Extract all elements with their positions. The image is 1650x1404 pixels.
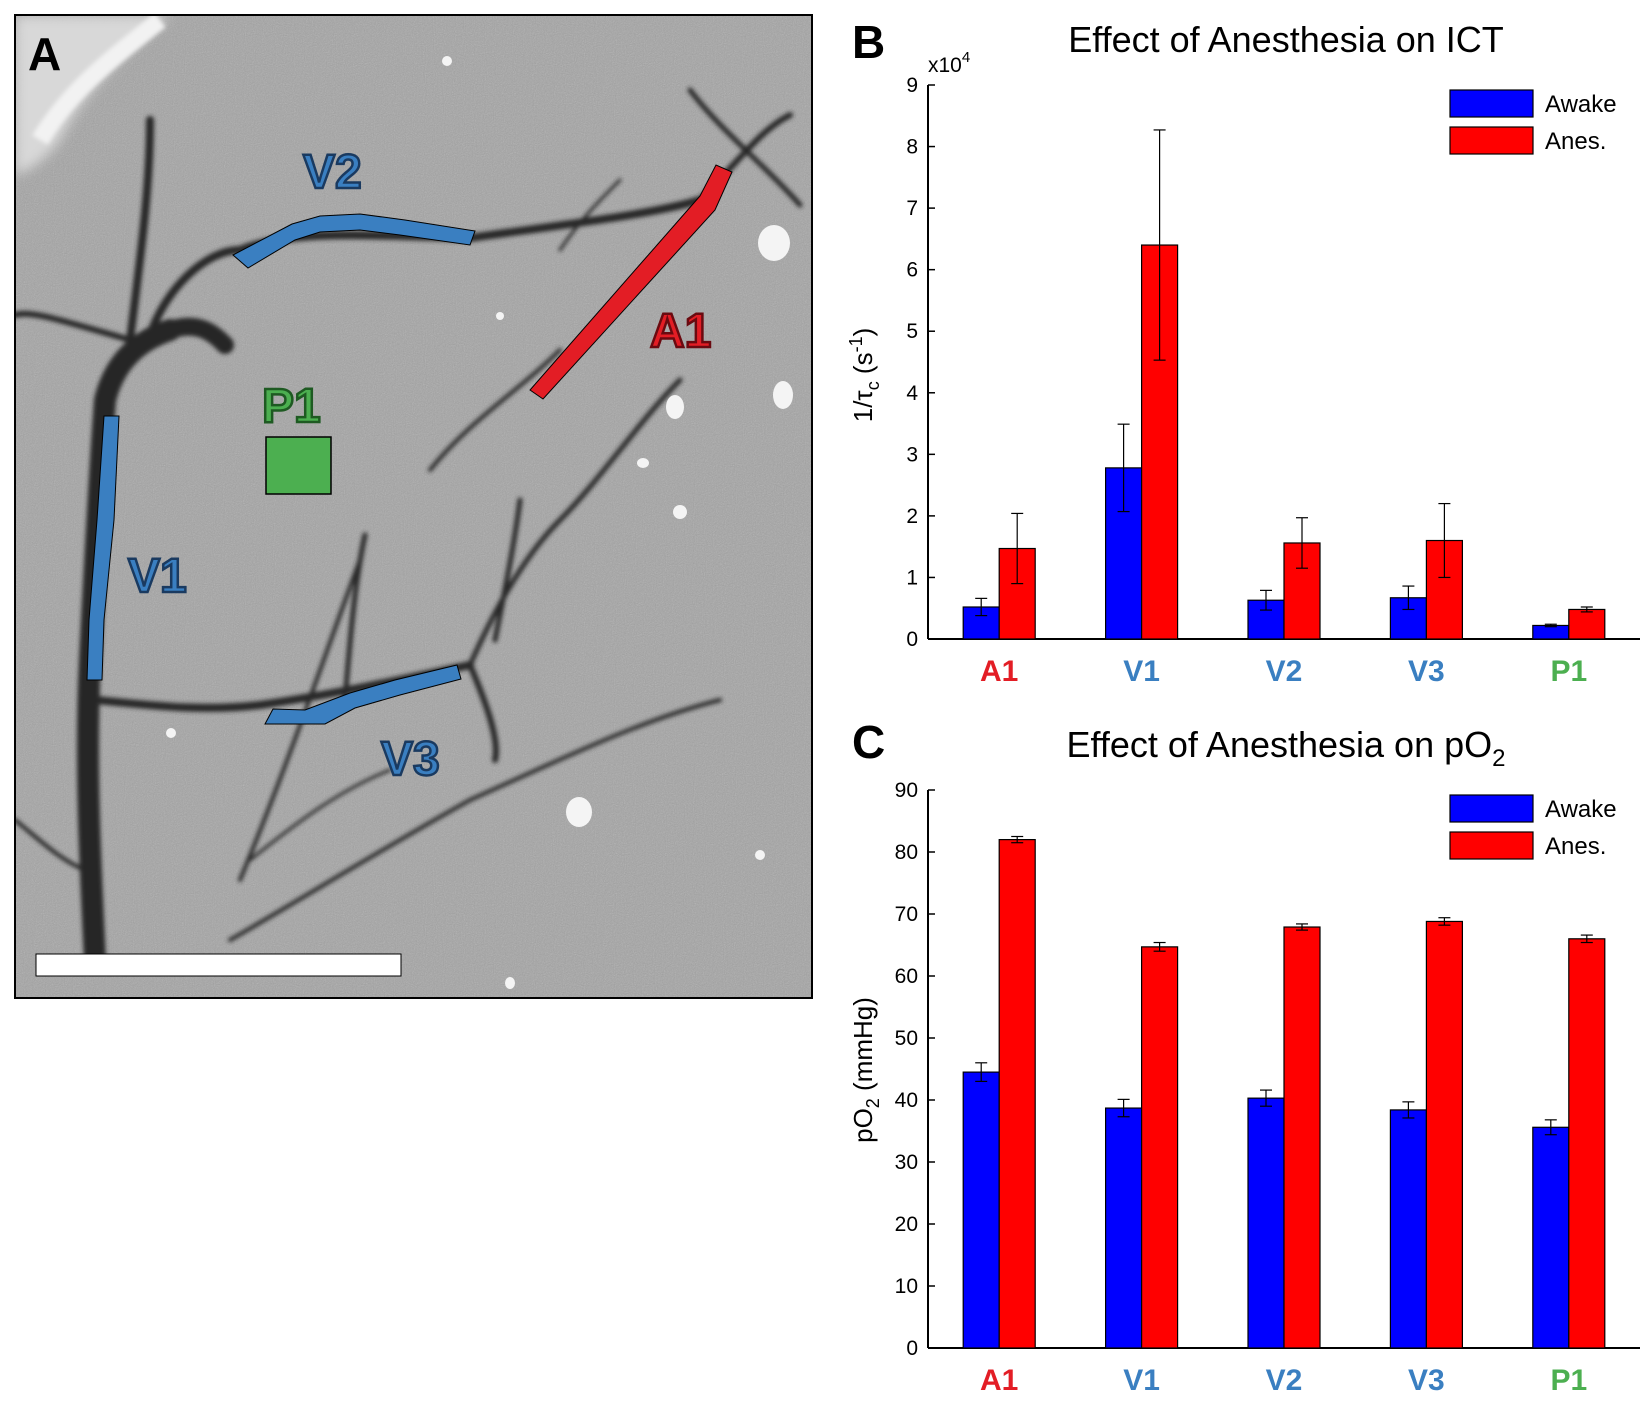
chart-c-ytick-label: 60	[895, 965, 918, 988]
chart-c-category-label: P1	[1550, 1364, 1587, 1397]
chart-b-ytick-label: 8	[906, 136, 918, 159]
chart-b-legend-label-anes: Anes.	[1545, 128, 1606, 155]
roi-v1-shape	[86, 415, 120, 681]
chart-c-ytick-label: 50	[895, 1027, 918, 1050]
chart-c-legend-swatch-awake	[1449, 794, 1534, 823]
chart-c-category-label: V2	[1266, 1364, 1303, 1397]
roi-label-a1: A1	[650, 305, 711, 358]
chart-c-title: Effect of Anesthesia on pO2	[1067, 724, 1506, 772]
chart-c-ylabel: pO2 (mmHg)	[848, 997, 883, 1143]
chart-c-bar-a1-anes	[998, 838, 1036, 1349]
chart-b-title: Effect of Anesthesia on ICT	[1068, 19, 1504, 60]
roi-a1-shape	[529, 164, 733, 400]
panel-c: C Effect of Anesthesia on pO2 pO2 (mmHg)…	[848, 716, 1640, 1397]
chart-c-bar-v2-awake	[1247, 1097, 1285, 1349]
roi-label-v2: V2	[303, 146, 362, 199]
chart-b-ytick-label: 5	[906, 320, 918, 343]
chart-c-ytick-label: 40	[895, 1089, 918, 1112]
chart-c-legend-label-anes: Anes.	[1545, 833, 1606, 860]
chart-c-bar-p1-awake	[1532, 1126, 1570, 1349]
chart-c-category-label: V3	[1408, 1364, 1445, 1397]
chart-b-ytick-label: 6	[906, 259, 918, 282]
chart-b-ytick-label: 3	[906, 443, 918, 466]
chart-c-bar-v3-anes	[1425, 920, 1464, 1349]
chart-c-ytick-label: 90	[895, 779, 918, 802]
chart-c-plot: 0 10 20 30 40 50 60 70 80 90 A1 V1 V2 V3 P1 Awake Anes.	[895, 779, 1640, 1397]
chart-b-legend-label-awake: Awake	[1545, 91, 1617, 118]
chart-b-category-label: A1	[980, 655, 1018, 688]
chart-c-bar-v2-anes	[1283, 926, 1321, 1349]
panel-a: V2 A1 P1 V1 V3 A	[14, 14, 813, 999]
chart-c-ytick-label: 10	[895, 1275, 918, 1298]
chart-b-category-label: V2	[1266, 655, 1303, 688]
chart-c-bar-a1-awake	[962, 1071, 1000, 1349]
micrograph-image	[15, 15, 812, 998]
panel-b: B Effect of Anesthesia on ICT x104 1/τc …	[846, 16, 1640, 688]
chart-b-ytick-label: 0	[906, 628, 918, 651]
chart-c-legend-label-awake: Awake	[1545, 796, 1617, 823]
chart-b-ytick-label: 7	[906, 197, 918, 220]
panel-letter-b: B	[852, 16, 885, 68]
chart-c-bar-v3-awake	[1389, 1109, 1428, 1349]
panel-letter-c: C	[852, 716, 885, 768]
chart-c-bar-p1-anes	[1568, 938, 1606, 1349]
roi-p1-shape	[265, 436, 332, 495]
chart-c-ytick-label: 80	[895, 841, 918, 864]
chart-b-legend-swatch-awake	[1449, 89, 1534, 118]
roi-v3-shape	[264, 664, 462, 725]
chart-b-bar-p1-anes	[1568, 608, 1606, 640]
chart-b-plot: 0 1 2 3 4 5 6 7 8 9 A1 V1 V2 V3 P1 Awake Anes.	[906, 74, 1640, 688]
chart-b-category-label: P1	[1550, 655, 1587, 688]
panel-letter-a: A	[28, 28, 61, 80]
chart-c-ytick-label: 30	[895, 1151, 918, 1174]
chart-c-legend-swatch-anes	[1449, 831, 1534, 860]
chart-c-ytick-label: 0	[906, 1337, 918, 1360]
chart-b-ylabel: 1/τc (s-1)	[846, 328, 883, 423]
chart-b-multiplier: x104	[928, 49, 970, 77]
chart-b-category-label: V3	[1408, 655, 1445, 688]
chart-c-category-label: A1	[980, 1364, 1018, 1397]
chart-b-ytick-label: 2	[906, 505, 918, 528]
roi-label-v1: V1	[128, 550, 187, 603]
roi-label-v3: V3	[381, 733, 440, 786]
chart-b-bar-p1-awake	[1532, 624, 1570, 640]
chart-b-ytick-label: 9	[906, 74, 918, 97]
chart-b-ytick-label: 1	[906, 566, 918, 589]
roi-v2-shape	[232, 213, 476, 269]
bright-specks	[166, 56, 793, 989]
chart-b-legend-swatch-anes	[1449, 126, 1534, 155]
chart-c-category-label: V1	[1123, 1364, 1160, 1397]
chart-c-bar-v1-anes	[1140, 946, 1179, 1349]
micrograph-border	[14, 14, 813, 999]
chart-c-ytick-label: 20	[895, 1213, 918, 1236]
scale-bar	[35, 953, 402, 977]
chart-b-category-label: V1	[1123, 655, 1160, 688]
roi-label-p1: P1	[262, 380, 321, 433]
chart-b-ytick-label: 4	[906, 382, 918, 405]
chart-c-bar-v1-awake	[1104, 1107, 1143, 1349]
chart-c-ytick-label: 70	[895, 903, 918, 926]
